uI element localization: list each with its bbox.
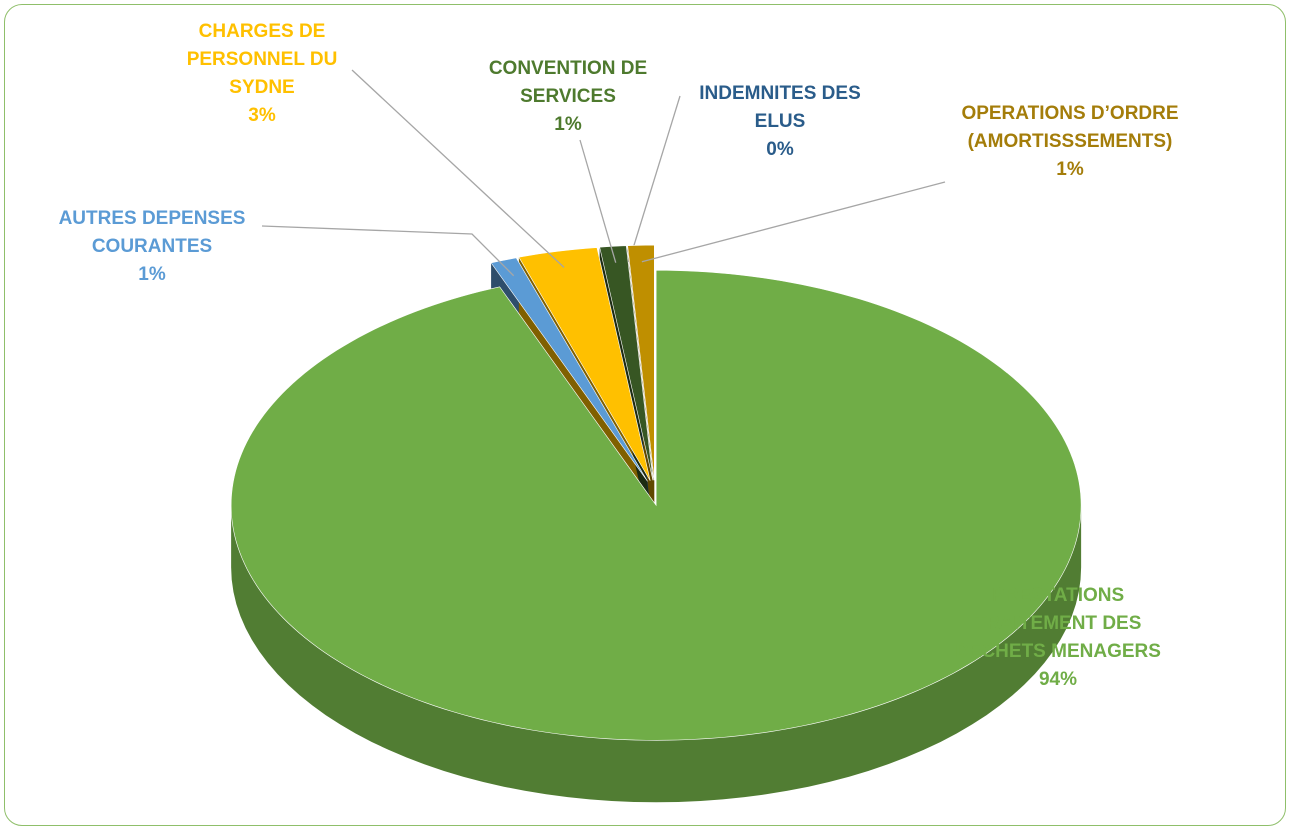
value-label: 1% bbox=[138, 264, 166, 285]
data-label: CONVENTION DE SERVICES 1% bbox=[468, 55, 668, 139]
data-label: INDEMNITES DES ELUS 0% bbox=[680, 80, 880, 164]
slice-side bbox=[231, 505, 1082, 803]
category-label: AUTRES DEPENSES COURANTES bbox=[58, 208, 246, 257]
leader-line bbox=[641, 181, 946, 263]
leader-line bbox=[579, 139, 617, 263]
slice bbox=[490, 257, 648, 482]
slice bbox=[627, 244, 655, 481]
category-label: PRESTATIONS TRAITEMENT DES DECHETS MENAG… bbox=[955, 585, 1161, 662]
leader-line bbox=[351, 69, 565, 268]
slice bbox=[599, 245, 654, 481]
slice bbox=[626, 245, 654, 481]
data-label: PRESTATIONS TRAITEMENT DES DECHETS MENAG… bbox=[938, 582, 1178, 694]
value-label: 0% bbox=[766, 139, 794, 160]
category-label: CONVENTION DE SERVICES bbox=[488, 58, 648, 107]
leader-line bbox=[628, 95, 681, 263]
chart-frame bbox=[4, 4, 1286, 826]
value-label: 94% bbox=[1038, 669, 1078, 690]
data-label: CHARGES DE PERSONNEL DU SYDNE 3% bbox=[152, 18, 372, 130]
data-label: OPERATIONS D’ORDRE (AMORTISSSEMENTS) 1% bbox=[940, 100, 1200, 184]
value-label: 1% bbox=[554, 114, 582, 135]
slice bbox=[230, 270, 1082, 741]
value-label: 1% bbox=[1056, 159, 1084, 180]
slice bbox=[518, 247, 651, 481]
category-label: OPERATIONS D’ORDRE (AMORTISSSEMENTS) bbox=[961, 103, 1179, 152]
leader-line bbox=[261, 225, 515, 277]
data-label: AUTRES DEPENSES COURANTES 1% bbox=[32, 205, 272, 289]
value-label: 3% bbox=[248, 105, 276, 126]
category-label: INDEMNITES DES ELUS bbox=[699, 83, 861, 132]
category-label: CHARGES DE PERSONNEL DU SYDNE bbox=[186, 21, 338, 98]
